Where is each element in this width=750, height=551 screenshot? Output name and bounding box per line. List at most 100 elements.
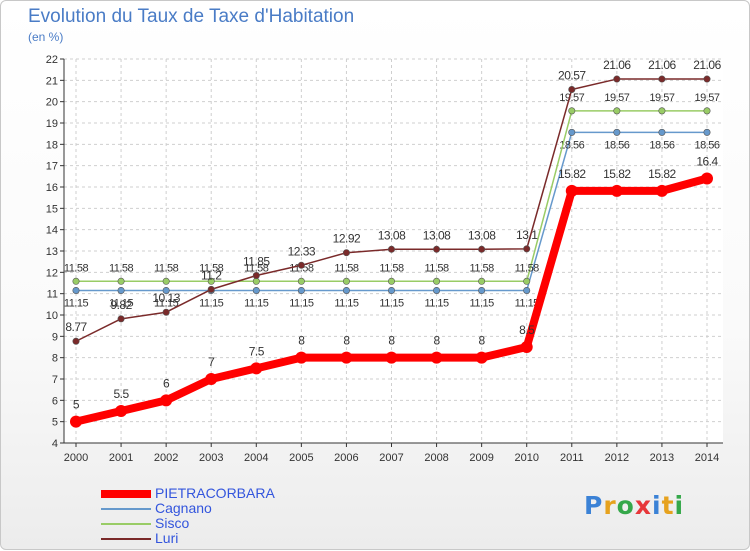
data-point-cagnano — [658, 128, 666, 136]
x-tick-label: 2004 — [244, 452, 268, 464]
data-point-cagnano — [297, 286, 305, 294]
data-point-cagnano — [433, 286, 441, 294]
y-tick-label: 18 — [46, 139, 58, 151]
legend-swatch — [101, 490, 151, 498]
y-tick-label: 8 — [52, 353, 58, 365]
data-point-sisco — [72, 277, 80, 285]
y-tick-label: 14 — [46, 225, 58, 237]
y-unit-label: (en %) — [28, 30, 64, 44]
data-label-pietracorbara: 8 — [479, 334, 486, 348]
data-label-cagnano: 18.56 — [604, 139, 629, 151]
y-tick-label: 9 — [52, 331, 58, 343]
x-tick-label: 2010 — [514, 452, 538, 464]
data-point-sisco — [523, 277, 531, 285]
x-tick-label: 2005 — [289, 452, 313, 464]
data-point-cagnano — [568, 128, 576, 136]
x-tick-label: 2009 — [469, 452, 493, 464]
data-point-luri — [478, 245, 486, 253]
logo-letter: P — [584, 491, 604, 520]
y-tick-label: 22 — [46, 54, 58, 66]
data-point-sisco — [207, 277, 215, 285]
data-label-cagnano: 18.56 — [559, 139, 584, 151]
legend-swatch — [101, 523, 151, 525]
legend-item-cagnano: Cagnano — [101, 500, 341, 517]
data-label-pietracorbara: 16.4 — [696, 154, 718, 168]
data-point-pietracorbara — [701, 172, 713, 185]
data-label-pietracorbara: 7.5 — [249, 344, 265, 358]
data-point-luri — [162, 308, 170, 316]
data-label-sisco: 11.58 — [154, 262, 179, 274]
logo-letter: x — [634, 491, 652, 520]
data-label-pietracorbara: 8 — [343, 334, 350, 348]
data-point-luri — [523, 245, 531, 253]
x-tick-label: 2006 — [334, 452, 358, 464]
data-label-sisco: 11.58 — [424, 262, 449, 274]
data-label-cagnano: 11.15 — [64, 297, 89, 309]
data-label-pietracorbara: 15.82 — [648, 167, 676, 181]
data-label-sisco: 19.57 — [694, 92, 719, 104]
data-label-pietracorbara: 5.5 — [113, 387, 129, 401]
y-tick-label: 4 — [52, 438, 58, 450]
data-label-sisco: 19.57 — [649, 92, 674, 104]
data-point-cagnano — [252, 286, 260, 294]
x-tick-label: 2014 — [695, 452, 719, 464]
x-tick-label: 2012 — [605, 452, 629, 464]
data-point-luri — [613, 75, 621, 83]
data-point-luri — [568, 86, 576, 94]
y-tick-label: 6 — [52, 395, 58, 407]
legend-label: Cagnano — [155, 500, 212, 516]
x-tick-label: 2003 — [199, 452, 223, 464]
data-label-luri: 13.08 — [468, 228, 496, 242]
logo-letter: r — [603, 491, 617, 520]
data-label-cagnano: 11.15 — [334, 297, 359, 309]
data-point-luri — [658, 75, 666, 83]
data-label-sisco: 11.58 — [199, 262, 224, 274]
data-label-luri: 13.08 — [423, 228, 451, 242]
data-point-pietracorbara — [70, 415, 82, 428]
data-label-luri: 13.08 — [378, 228, 406, 242]
data-point-luri — [117, 315, 125, 323]
data-label-cagnano: 11.15 — [154, 297, 179, 309]
chart-title: Evolution du Taux de Taxe d'Habitation — [28, 6, 355, 27]
data-label-pietracorbara: 8.5 — [519, 323, 535, 337]
data-label-pietracorbara: 6 — [163, 376, 170, 390]
data-label-pietracorbara: 5 — [73, 398, 80, 412]
data-point-pietracorbara — [160, 394, 173, 407]
data-point-sisco — [568, 107, 576, 115]
logo-letter: o — [616, 491, 635, 520]
x-tick-label: 2001 — [109, 452, 133, 464]
legend-label: Sisco — [155, 515, 190, 531]
x-tick-label: 2002 — [154, 452, 178, 464]
data-point-pietracorbara — [115, 405, 128, 417]
data-point-sisco — [252, 277, 260, 285]
data-label-sisco: 19.57 — [559, 92, 584, 104]
data-label-pietracorbara: 15.82 — [603, 167, 631, 181]
data-label-cagnano: 11.15 — [199, 297, 224, 309]
y-tick-label: 19 — [46, 118, 58, 130]
y-tick-label: 12 — [46, 267, 58, 279]
x-tick-label: 2013 — [650, 452, 674, 464]
data-point-sisco — [297, 277, 305, 285]
x-tick-label: 2007 — [379, 452, 403, 464]
data-label-pietracorbara: 8 — [388, 334, 395, 348]
data-label-luri: 11.2 — [201, 268, 222, 282]
data-point-luri — [703, 75, 711, 83]
data-point-sisco — [162, 277, 170, 285]
data-point-sisco — [703, 107, 711, 115]
data-label-sisco: 19.57 — [604, 92, 629, 104]
data-point-pietracorbara — [655, 184, 668, 197]
legend-swatch — [101, 538, 151, 540]
logo-letter: t — [661, 491, 675, 520]
data-label-cagnano: 11.15 — [244, 297, 269, 309]
data-label-cagnano: 11.15 — [289, 297, 314, 309]
data-label-luri: 10.13 — [152, 291, 180, 305]
data-point-sisco — [342, 277, 350, 285]
legend-label: PIETRACORBARA — [155, 485, 275, 501]
data-label-luri: 21.06 — [693, 58, 721, 72]
data-point-sisco — [433, 277, 441, 285]
legend-item-luri: Luri — [101, 530, 341, 547]
data-point-sisco — [658, 107, 666, 115]
data-point-cagnano — [523, 286, 531, 294]
